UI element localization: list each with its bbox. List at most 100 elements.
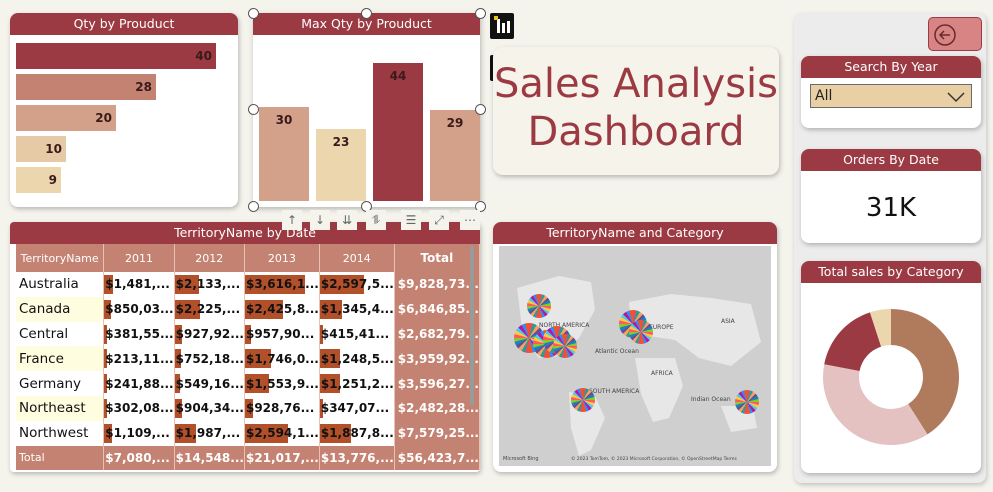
- table-row[interactable]: France $213,11... $752,18... $1,746,0... $1,…: [16, 346, 480, 372]
- territory-pie[interactable]: [553, 334, 577, 358]
- sales-cell-value: $2,133,...: [175, 277, 241, 292]
- filter-icon[interactable]: ☰: [401, 210, 421, 230]
- qty-bar-label: 9: [48, 173, 57, 187]
- territory-category-map[interactable]: TerritoryName and Category NORTH AMERICA…: [493, 222, 777, 472]
- qty-bar-label: 40: [195, 49, 212, 63]
- data-bar: [104, 423, 112, 443]
- sales-cell: $213,11...: [103, 346, 175, 372]
- sales-cell: $1,481,...: [103, 272, 175, 297]
- col-2011[interactable]: 2011: [103, 244, 175, 272]
- sales-cell-value: $302,08...: [105, 401, 174, 416]
- row-total: $2,682,79...: [394, 321, 480, 347]
- qty-bar[interactable]: 20: [16, 105, 116, 131]
- max-qty-bar[interactable]: 44: [373, 63, 423, 201]
- sales-cell-value: $752,18...: [175, 351, 244, 366]
- max-qty-bar-label: 23: [332, 134, 350, 149]
- resize-handle-tm[interactable]: [361, 8, 372, 19]
- more-options-icon[interactable]: ⋯: [460, 210, 480, 230]
- table-row[interactable]: Australia $1,481,... $2,133,... $3,616,1...…: [16, 272, 480, 297]
- sales-cell: $347,07...: [319, 395, 395, 421]
- sales-cell-value: $1,248,5...: [320, 351, 394, 366]
- col-2014[interactable]: 2014: [319, 244, 395, 272]
- col-total[interactable]: Total: [394, 244, 480, 272]
- category-slice[interactable]: [869, 309, 891, 347]
- data-bar: [319, 324, 323, 344]
- back-button[interactable]: [928, 17, 982, 51]
- sales-cell-value: $241,88...: [105, 376, 174, 391]
- sales-cell-value: $2,425,8...: [245, 302, 319, 317]
- qty-bar[interactable]: 28: [16, 74, 156, 100]
- col-territory[interactable]: TerritoryName: [16, 244, 105, 272]
- max-qty-by-product-chart[interactable]: Max Qty by Prouduct 30 23 44 29: [253, 13, 480, 207]
- max-qty-bar-label: 44: [389, 69, 407, 83]
- data-bar: [319, 349, 341, 369]
- sales-cell: $2,425,8...: [244, 296, 320, 322]
- total-sales-title: Total sales by Category: [801, 261, 981, 283]
- sales-cell: $381,55...: [103, 321, 175, 347]
- resize-handle-bl[interactable]: [248, 201, 259, 212]
- map-label-atlantic: Atlantic Ocean: [595, 348, 639, 355]
- data-bar: [104, 374, 107, 394]
- resize-handle-tl[interactable]: [248, 8, 259, 19]
- data-bar: [244, 324, 252, 344]
- qty-bar[interactable]: 10: [16, 136, 66, 162]
- drill-icon[interactable]: ⥮: [366, 210, 386, 230]
- resize-handle-ml[interactable]: [248, 104, 259, 115]
- territory-pie[interactable]: [629, 320, 653, 344]
- territory-pie[interactable]: [527, 294, 551, 318]
- map-label-sa: SOUTH AMERICA: [589, 388, 640, 395]
- sort-down-icon[interactable]: ↓: [310, 210, 330, 230]
- table-row[interactable]: Canada $850,03... $2,225,... $2,425,8... $1,…: [16, 296, 480, 322]
- map-title: TerritoryName and Category: [493, 222, 777, 244]
- max-qty-chart-title: Max Qty by Prouduct: [253, 13, 480, 35]
- resize-handle-mr[interactable]: [475, 104, 486, 115]
- grand-total: $56,423,7...: [394, 445, 480, 471]
- data-bar: [174, 398, 183, 418]
- table-row[interactable]: Germany $241,88... $549,16... $1,553,9... $1…: [16, 371, 480, 396]
- col-2012[interactable]: 2012: [174, 244, 245, 272]
- max-qty-bar[interactable]: 30: [259, 106, 309, 201]
- expand-all-icon[interactable]: ⇊: [337, 210, 357, 230]
- territory-name: France: [16, 346, 105, 372]
- sales-cell: $241,88...: [103, 371, 175, 396]
- row-total: $3,959,92...: [394, 346, 480, 372]
- max-qty-bar-label: 30: [275, 112, 293, 127]
- table-row[interactable]: Northeast $302,08... $904,34... $928,76... $…: [16, 395, 480, 421]
- data-bar: [174, 299, 200, 319]
- focus-mode-icon[interactable]: ⤢: [429, 210, 449, 230]
- qty-bar[interactable]: 9: [16, 167, 61, 193]
- row-total: $9,828,73...: [394, 272, 480, 297]
- sales-cell-value: $1,109,...: [105, 426, 170, 441]
- category-slice[interactable]: [891, 309, 959, 435]
- qty-by-product-chart[interactable]: Qty by Prouduct 40 28 20 10 9: [10, 13, 238, 207]
- map-brand: Microsoft Bing: [503, 456, 539, 462]
- table-row[interactable]: Central $381,55... $927,92... $957,90... $41…: [16, 321, 480, 347]
- total-cell: $7,080,...: [103, 445, 175, 471]
- table-scrollbar[interactable]: [470, 246, 474, 406]
- table-row[interactable]: Northwest $1,109,... $1,987,... $2,594,1...…: [16, 420, 480, 446]
- territory-by-date-matrix[interactable]: TerritoryName by Date TerritoryName 2011…: [10, 222, 480, 472]
- world-map[interactable]: NORTH AMERICA EUROPE ASIA Atlantic Ocean…: [499, 246, 771, 466]
- col-2013[interactable]: 2013: [244, 244, 320, 272]
- resize-handle-tr[interactable]: [475, 8, 486, 19]
- max-qty-bar[interactable]: 29: [430, 110, 480, 201]
- search-by-year-title: Search By Year: [801, 56, 981, 78]
- sort-up-icon[interactable]: ↑: [282, 210, 302, 230]
- qty-bar[interactable]: 40: [16, 43, 216, 69]
- category-slice[interactable]: [824, 312, 882, 372]
- total-sales-by-category-chart[interactable]: Total sales by Category: [801, 261, 981, 473]
- category-slice[interactable]: [823, 364, 928, 445]
- max-qty-bar[interactable]: 23: [316, 128, 366, 201]
- sales-cell-value: $415,41...: [320, 326, 390, 341]
- resize-handle-br[interactable]: [475, 201, 486, 212]
- chevron-down-icon: [947, 92, 965, 103]
- data-bar: [319, 275, 364, 294]
- total-cell: $14,548...: [174, 445, 245, 471]
- year-dropdown[interactable]: All: [810, 84, 972, 108]
- map-attribution: © 2023 TomTom, © 2023 Microsoft Corporat…: [571, 457, 737, 462]
- territory-name: Australia: [16, 272, 105, 297]
- territory-pie[interactable]: [571, 388, 595, 412]
- territory-pie[interactable]: [735, 390, 759, 414]
- sales-cell: $1,345,4...: [319, 296, 395, 322]
- build-visual-icon[interactable]: [490, 13, 514, 39]
